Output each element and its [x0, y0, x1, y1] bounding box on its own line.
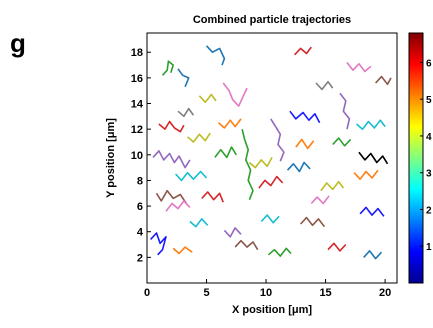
trajectory-42 — [198, 93, 217, 103]
trajectory-25 — [286, 161, 311, 173]
trajectory-40 — [363, 250, 383, 260]
y-tick-label: 14 — [131, 99, 144, 111]
trajectory-5 — [175, 170, 208, 182]
y-tick-label: 6 — [137, 201, 143, 213]
trajectory-37 — [332, 137, 352, 147]
trajectory-41 — [375, 75, 392, 86]
colorbar-tick-label: 6 — [426, 58, 432, 69]
trajectory-26 — [294, 46, 312, 56]
trajectory-43 — [189, 218, 209, 228]
trajectory-4 — [152, 150, 191, 169]
y-axis-ticks: 2 4 6 8 10 12 14 16 18 — [131, 47, 151, 264]
trajectory-1 — [158, 120, 185, 133]
colorbar-tick-label: 1 — [426, 242, 432, 253]
trajectory-23 — [260, 214, 280, 224]
trajectory-7 — [165, 200, 191, 212]
trajectory-38 — [359, 206, 385, 217]
colorbar-tick-label: 2 — [426, 205, 432, 216]
colorbar-ticks: 1 2 3 4 5 6 — [420, 58, 432, 253]
x-tick-label: 0 — [144, 287, 150, 299]
panel-label: g — [10, 28, 26, 58]
trajectory-12 — [205, 45, 226, 66]
trajectory-29 — [315, 80, 334, 91]
trajectory-32 — [339, 92, 351, 130]
trajectory-31 — [320, 180, 345, 192]
trajectory-2 — [161, 60, 174, 76]
y-tick-label: 8 — [137, 175, 143, 187]
trajectory-27 — [289, 110, 321, 124]
trajectory-39 — [327, 242, 347, 252]
trajectory-18 — [241, 129, 254, 200]
y-tick-label: 12 — [131, 124, 143, 136]
y-tick-label: 2 — [137, 252, 143, 264]
trajectory-20 — [248, 157, 273, 169]
y-tick-label: 10 — [131, 150, 143, 162]
trajectory-44 — [310, 195, 330, 205]
trajectory-21 — [258, 175, 284, 189]
trajectory-13 — [201, 191, 224, 203]
trajectory-10 — [177, 107, 195, 118]
trajectory-8 — [150, 232, 167, 256]
x-tick-label: 15 — [319, 287, 331, 299]
x-axis-ticks: 0 5 10 15 20 — [144, 279, 391, 299]
chart-title: Combined particle trajectories — [193, 14, 351, 26]
trajectory-24 — [267, 247, 292, 257]
x-tick-label: 10 — [260, 287, 272, 299]
colorbar-tick-label: 4 — [426, 132, 432, 143]
x-tick-label: 5 — [203, 287, 209, 299]
trajectory-33 — [346, 62, 372, 73]
trajectories — [150, 45, 392, 260]
trajectory-9 — [172, 246, 193, 255]
trajectory-19 — [222, 82, 248, 107]
colorbar-tick-label: 5 — [426, 95, 432, 106]
y-axis-label: Y position [μm] — [105, 118, 117, 198]
y-tick-label: 4 — [137, 227, 144, 239]
trajectory-16 — [223, 227, 242, 238]
trajectory-22 — [270, 118, 285, 162]
trajectory-3 — [177, 68, 190, 88]
trajectory-36 — [353, 169, 379, 180]
x-axis-label: X position [μm] — [232, 304, 312, 316]
trajectory-14 — [214, 146, 237, 159]
trajectory-28 — [295, 138, 315, 150]
trajectory-15 — [217, 118, 242, 129]
y-tick-label: 16 — [131, 73, 143, 85]
trajectory-6 — [155, 189, 187, 204]
y-tick-label: 18 — [131, 47, 143, 59]
colorbar-tick-label: 3 — [426, 169, 432, 180]
trajectory-35 — [358, 151, 389, 165]
trajectory-11 — [186, 132, 211, 143]
x-tick-label: 20 — [379, 287, 391, 299]
trajectory-34 — [355, 119, 386, 130]
trajectory-30 — [300, 216, 326, 228]
trajectory-17 — [234, 239, 259, 251]
colorbar — [408, 32, 424, 284]
